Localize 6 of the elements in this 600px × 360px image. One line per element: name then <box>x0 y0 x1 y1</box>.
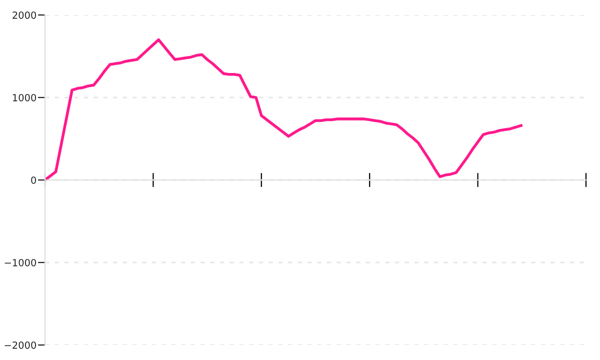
y-tick-label: 2000 <box>12 11 36 19</box>
y-tick-label: 0 <box>31 176 36 184</box>
y-tick-label: −2000 <box>4 341 36 349</box>
y-tick-label: 1000 <box>12 94 36 102</box>
y-tick-label: −1000 <box>4 258 36 266</box>
line-series <box>45 38 522 182</box>
